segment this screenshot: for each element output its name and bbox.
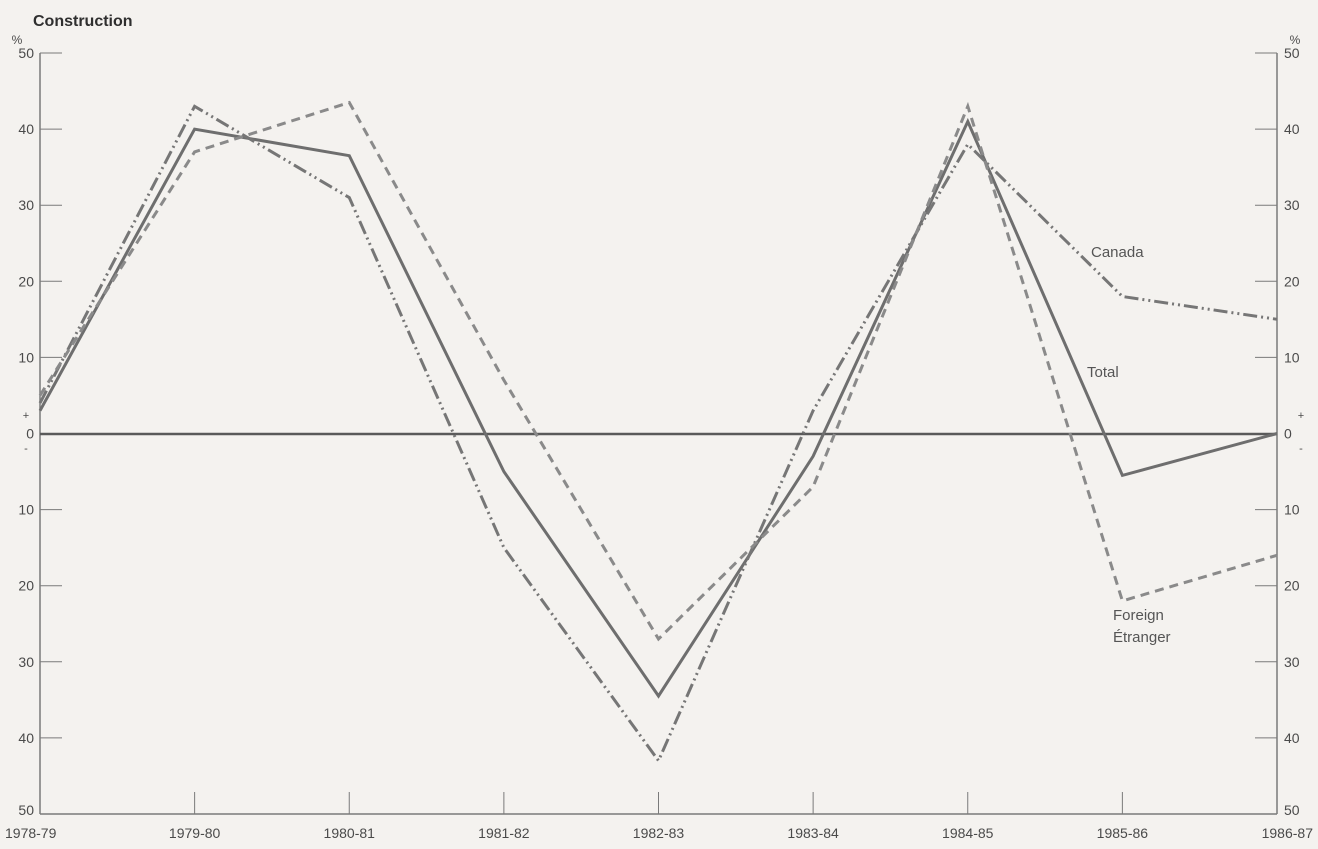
y-tick-label-left: 30 — [18, 654, 34, 670]
y-tick-label-left: 20 — [18, 578, 34, 594]
y-tick-label-right: 0 — [1284, 426, 1292, 442]
y-tick-label-right: 20 — [1284, 273, 1300, 289]
x-category-label: 1980-81 — [324, 825, 376, 841]
y-extreme-label-right: 50 — [1284, 802, 1300, 818]
y-tick-label-right: 20 — [1284, 578, 1300, 594]
right-unit-label: % — [1290, 33, 1301, 47]
series-label-foreign-line-2: Étranger — [1113, 629, 1171, 646]
x-category-label: 1983-84 — [787, 825, 839, 841]
y-tick-label-left: 10 — [18, 502, 34, 518]
series-label-total: Total — [1087, 364, 1119, 381]
x-axis-categories: 1978-79 1979-80 1980-81 1981-82 1982-83 1983-… — [5, 792, 1313, 841]
x-category-label: 1984-85 — [942, 825, 994, 841]
y-tick-label-left: 40 — [18, 730, 34, 746]
left-unit-label: % — [12, 33, 23, 47]
chart-title: Construction — [33, 13, 133, 30]
y-tick-label-right: 10 — [1284, 502, 1300, 518]
series-line-total — [38, 117, 1278, 699]
y-tick-label-right: 30 — [1284, 197, 1300, 213]
series-label-foreign: Foreign Étranger — [1113, 607, 1171, 646]
y-tick-label-left: 0 — [26, 426, 34, 442]
y-tick-label-right: 40 — [1284, 730, 1300, 746]
y-axis-ticks: 40 40 30 30 20 20 10 10 0 0 10 10 20 20 30 30 40 40 50 50 50… — [18, 45, 1299, 818]
y-extreme-label-left: 50 — [18, 45, 34, 61]
series-label-foreign-line-1: Foreign — [1113, 607, 1164, 624]
x-category-label: 1982-83 — [633, 825, 685, 841]
series-line-canada — [38, 104, 1278, 764]
y-tick-label-left: 20 — [18, 273, 34, 289]
y-tick-label-right: 30 — [1284, 654, 1300, 670]
left-minus-sign: - — [24, 443, 28, 455]
series-line-foreign — [38, 100, 1278, 642]
y-tick-label-left: 40 — [18, 121, 34, 137]
series-label-canada-line: Canada — [1091, 244, 1144, 261]
x-category-label: 1979-80 — [169, 825, 221, 841]
series-label-canada: Canada — [1091, 244, 1144, 261]
y-tick-label-left: 30 — [18, 197, 34, 213]
series-label-total-line: Total — [1087, 364, 1119, 381]
y-extreme-label-left: 50 — [18, 802, 34, 818]
series-lines — [38, 100, 1278, 764]
x-category-label: 1978-79 — [5, 825, 57, 841]
x-category-label: 1986-87 — [1262, 825, 1314, 841]
y-tick-label-left: 10 — [18, 349, 34, 365]
x-category-label: 1981-82 — [478, 825, 530, 841]
x-category-label: 1985-86 — [1097, 825, 1149, 841]
right-minus-sign: - — [1299, 443, 1303, 455]
right-plus-sign: + — [1298, 410, 1304, 422]
left-plus-sign: + — [23, 410, 29, 422]
y-tick-label-right: 10 — [1284, 349, 1300, 365]
y-extreme-label-right: 50 — [1284, 45, 1300, 61]
y-tick-label-right: 40 — [1284, 121, 1300, 137]
